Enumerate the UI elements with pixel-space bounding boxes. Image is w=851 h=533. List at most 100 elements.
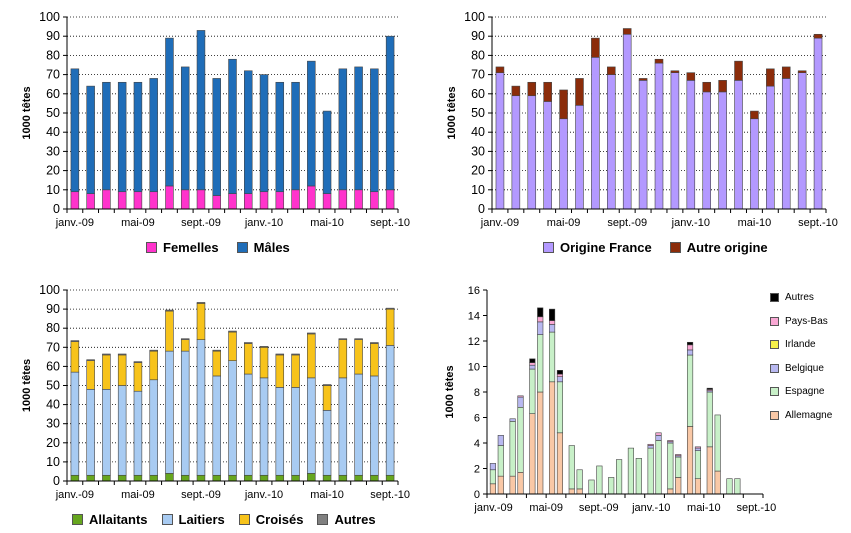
bar-segment [734, 478, 741, 495]
bar-segment [706, 391, 713, 448]
bar-segment [165, 310, 174, 352]
bar-segment [548, 320, 556, 325]
bar-segment [527, 81, 537, 97]
bar-segment [322, 193, 332, 210]
bar-segment [529, 362, 536, 366]
bar-segment [338, 338, 348, 340]
bar-segment [718, 80, 727, 93]
bar-segment [385, 474, 395, 482]
bar-segment [70, 191, 80, 210]
legend-swatch [669, 242, 681, 253]
bar-segment [322, 110, 332, 194]
y-tick-label: 90 [471, 29, 485, 43]
x-tick-label: sept.-10 [798, 217, 838, 229]
bar-segment [670, 72, 680, 210]
bar-segment [338, 377, 348, 476]
bar-segment [497, 435, 504, 446]
y-axis-label: 1000 têtes [21, 86, 33, 139]
bar-segment [86, 359, 95, 361]
bar-segment [734, 60, 743, 81]
bar-segment [543, 81, 552, 102]
bar-segment [638, 80, 648, 210]
bar-segment [259, 377, 269, 476]
bar-segment [86, 474, 95, 482]
bar-segment [212, 195, 221, 210]
bar-segment [102, 353, 111, 356]
y-tick-label: 10 [46, 183, 60, 197]
y-axis-label: 1000 têtes [21, 359, 33, 412]
bar-segment [556, 376, 564, 383]
bar-segment [165, 185, 174, 210]
bar-segment [622, 28, 632, 35]
chart-1-svg: 0 10 20 30 40 50 60 70 80 90 100 1000 têtes janv.-09… [21, 10, 410, 229]
y-tick-label: 10 [468, 362, 480, 374]
bar-segment [529, 368, 536, 414]
bar-segment [529, 413, 536, 495]
bar-segment [647, 447, 654, 495]
y-axis-label: 1000 têtes [444, 365, 456, 418]
bar-segment [70, 371, 80, 476]
y-tick-label: 20 [471, 164, 485, 178]
x-tick-label: sept.-10 [737, 502, 777, 514]
legend-label: Belgique [785, 362, 824, 374]
bar-segment [622, 33, 632, 210]
legend-swatch [770, 410, 779, 420]
legend-item: Irlande [770, 333, 832, 357]
bar-segment [694, 446, 702, 449]
bar-segment [244, 70, 253, 194]
bar-segment [686, 341, 694, 346]
y-tick-label: 10 [46, 455, 60, 469]
x-tick-label: mai-09 [547, 217, 581, 229]
y-tick-label: 70 [471, 68, 485, 82]
bar-segment [354, 338, 363, 340]
bar-segment [117, 354, 127, 386]
legend-item: Pays-Bas [770, 310, 832, 334]
bar-segment [275, 191, 285, 210]
bar-segment [529, 364, 536, 370]
legend-swatch [161, 514, 173, 525]
bar-segment [813, 33, 823, 39]
bar-segment [291, 387, 300, 476]
bar-segment [509, 475, 516, 495]
legend-item: Croisés [238, 512, 303, 527]
bar-segment [322, 385, 332, 411]
bar-segment [354, 474, 363, 482]
x-tick-label: sept.-09 [181, 489, 221, 501]
bar-segment [385, 35, 395, 191]
bar-segment [588, 479, 595, 495]
y-tick-label: 90 [46, 302, 60, 316]
bar-segment [497, 475, 504, 495]
legend-label: Laitiers [178, 512, 225, 527]
legend-label: Autres [334, 512, 376, 527]
y-tick-label: 14 [468, 311, 480, 323]
y-tick-label: 10 [471, 183, 485, 197]
x-tick-label: mai-10 [310, 217, 344, 229]
x-tick-label: janv.-10 [631, 502, 670, 514]
bar-segment [797, 72, 807, 210]
bar-segment [70, 340, 80, 342]
bar-segment [543, 101, 552, 210]
bar-segment [149, 78, 158, 193]
bar-segment [718, 91, 727, 210]
y-tick-label: 90 [46, 29, 60, 43]
bar-segment [627, 447, 634, 495]
bar-segment [291, 81, 300, 191]
bar-segment [527, 95, 537, 210]
x-tick-label: janv.-09 [480, 217, 519, 229]
bar-segment [180, 66, 190, 191]
legend-label: Allemagne [785, 409, 833, 421]
x-tick-label: sept.-10 [370, 217, 410, 229]
bar-segment [702, 91, 711, 210]
bar-segment [117, 191, 127, 210]
bar-segment [244, 373, 253, 476]
bar-segment [385, 345, 395, 476]
y-tick-label: 20 [46, 164, 60, 178]
bar-segment [686, 72, 696, 81]
y-tick-label: 12 [468, 336, 480, 348]
bar-segment [766, 68, 775, 87]
bar-segment [259, 474, 269, 482]
y-tick-label: 0 [53, 202, 60, 216]
bar-segment [686, 354, 694, 427]
bar-segment [385, 189, 395, 210]
bar-segment [133, 362, 143, 392]
